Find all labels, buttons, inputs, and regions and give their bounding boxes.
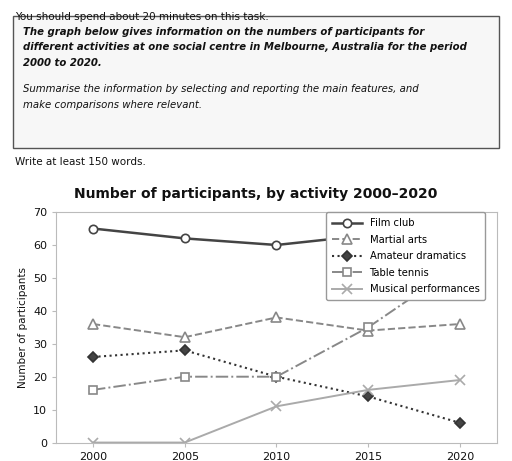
Martial arts <box>273 315 280 320</box>
Musical performances <box>90 440 96 445</box>
Text: make comparisons where relevant.: make comparisons where relevant. <box>23 100 202 110</box>
Table tennis <box>182 374 188 379</box>
Text: Write at least 150 words.: Write at least 150 words. <box>15 157 146 167</box>
Martial arts <box>90 321 96 327</box>
Amateur dramatics <box>90 354 96 360</box>
Film club <box>457 219 463 225</box>
Text: You should spend about 20 minutes on this task.: You should spend about 20 minutes on thi… <box>15 12 269 22</box>
Musical performances <box>365 387 371 393</box>
Table tennis <box>365 325 371 330</box>
Text: Summarise the information by selecting and reporting the main features, and: Summarise the information by selecting a… <box>23 84 419 94</box>
Musical performances <box>182 440 188 445</box>
Line: Martial arts: Martial arts <box>88 313 465 342</box>
Text: Number of participants, by activity 2000–2020: Number of participants, by activity 2000… <box>74 187 438 201</box>
Line: Table tennis: Table tennis <box>89 260 464 394</box>
Film club <box>365 232 371 238</box>
Film club <box>90 226 96 231</box>
Table tennis <box>273 374 280 379</box>
Martial arts <box>365 328 371 333</box>
Amateur dramatics <box>365 394 371 399</box>
Amateur dramatics <box>182 348 188 353</box>
Amateur dramatics <box>273 374 280 379</box>
Martial arts <box>182 334 188 340</box>
Table tennis <box>90 387 96 393</box>
Legend: Film club, Martial arts, Amateur dramatics, Table tennis, Musical performances: Film club, Martial arts, Amateur dramati… <box>326 213 485 301</box>
Musical performances <box>273 403 280 409</box>
Text: The graph below gives information on the numbers of participants for: The graph below gives information on the… <box>23 27 424 37</box>
Line: Film club: Film club <box>89 218 464 249</box>
Table tennis <box>457 262 463 267</box>
Text: different activities at one social centre in Melbourne, Australia for the period: different activities at one social centr… <box>23 42 467 53</box>
Film club <box>182 236 188 241</box>
Film club <box>273 242 280 248</box>
Y-axis label: Number of participants: Number of participants <box>17 267 28 388</box>
Musical performances <box>457 377 463 383</box>
Line: Amateur dramatics: Amateur dramatics <box>90 347 463 426</box>
Line: Musical performances: Musical performances <box>88 375 465 448</box>
Martial arts <box>457 321 463 327</box>
Amateur dramatics <box>457 420 463 426</box>
Text: 2000 to 2020.: 2000 to 2020. <box>23 58 102 68</box>
